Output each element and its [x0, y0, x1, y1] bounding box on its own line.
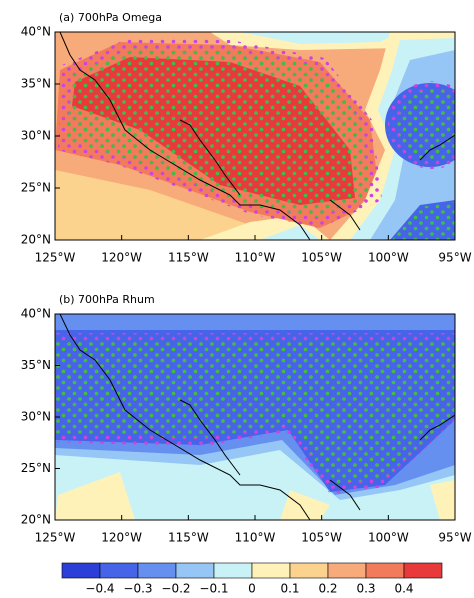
x-tick-label: 120°W — [101, 531, 142, 545]
panel-title: (b) 700hPa Rhum — [59, 293, 155, 306]
field-b — [55, 314, 455, 520]
x-tick-label: 100°W — [368, 531, 409, 545]
coastline — [59, 32, 455, 240]
x-tick-label: 115°W — [168, 531, 209, 545]
stipple — [55, 340, 455, 484]
contour — [55, 472, 135, 520]
colorbar-box — [327, 562, 367, 579]
contour — [55, 170, 300, 240]
y-tick-label: 30°N — [21, 129, 51, 143]
contour — [280, 490, 330, 520]
colorbar-label: −0.4 — [85, 582, 114, 596]
colorbar-box — [137, 562, 177, 579]
stipple — [66, 48, 370, 218]
x-tick-label: 110°W — [235, 531, 276, 545]
colorbar-label: 0.4 — [394, 582, 413, 596]
colorbar-label: 0.1 — [280, 582, 299, 596]
x-tick-label: 95°W — [438, 531, 471, 545]
colorbar-label: −0.2 — [161, 582, 190, 596]
x-tick-label: 115°W — [168, 251, 209, 265]
colorbar-box — [175, 562, 215, 579]
contour — [260, 225, 320, 240]
colorbar-box — [251, 562, 291, 579]
colorbar-label: −0.3 — [123, 582, 152, 596]
x-tick-label: 100°W — [368, 251, 409, 265]
x-tick-label: 105°W — [301, 531, 342, 545]
colorbar-box — [213, 562, 253, 579]
stipple — [398, 89, 455, 161]
x-tick-label: 120°W — [101, 251, 142, 265]
colorbar-box — [289, 562, 329, 579]
y-tick-label: 25°N — [21, 181, 51, 195]
y-tick-label: 20°N — [21, 233, 51, 247]
x-tick-label: 125°W — [35, 251, 76, 265]
y-tick-label: 40°N — [21, 307, 51, 321]
y-tick-label: 20°N — [21, 513, 51, 527]
colorbar-box — [403, 562, 443, 579]
colorbar-box — [61, 562, 101, 579]
x-tick-label: 110°W — [235, 251, 276, 265]
coastline — [59, 314, 455, 520]
contour — [430, 480, 455, 520]
colorbar-box — [99, 562, 139, 579]
x-tick-label: 125°W — [35, 531, 76, 545]
y-tick-label: 35°N — [21, 77, 51, 91]
colorbar-label: 0.3 — [356, 582, 375, 596]
panel-title: (a) 700hPa Omega — [59, 11, 162, 24]
y-tick-label: 25°N — [21, 461, 51, 475]
colorbar-label: 0.2 — [318, 582, 337, 596]
colorbar-label: 0 — [248, 582, 256, 596]
stipple — [392, 202, 455, 240]
y-tick-label: 35°N — [21, 358, 51, 372]
y-tick-label: 30°N — [21, 410, 51, 424]
y-tick-label: 40°N — [21, 25, 51, 39]
colorbar-box — [365, 562, 405, 579]
x-tick-label: 105°W — [301, 251, 342, 265]
x-tick-label: 95°W — [438, 251, 471, 265]
contour — [240, 32, 400, 44]
colorbar-label: −0.1 — [199, 582, 228, 596]
field-a — [55, 32, 455, 240]
